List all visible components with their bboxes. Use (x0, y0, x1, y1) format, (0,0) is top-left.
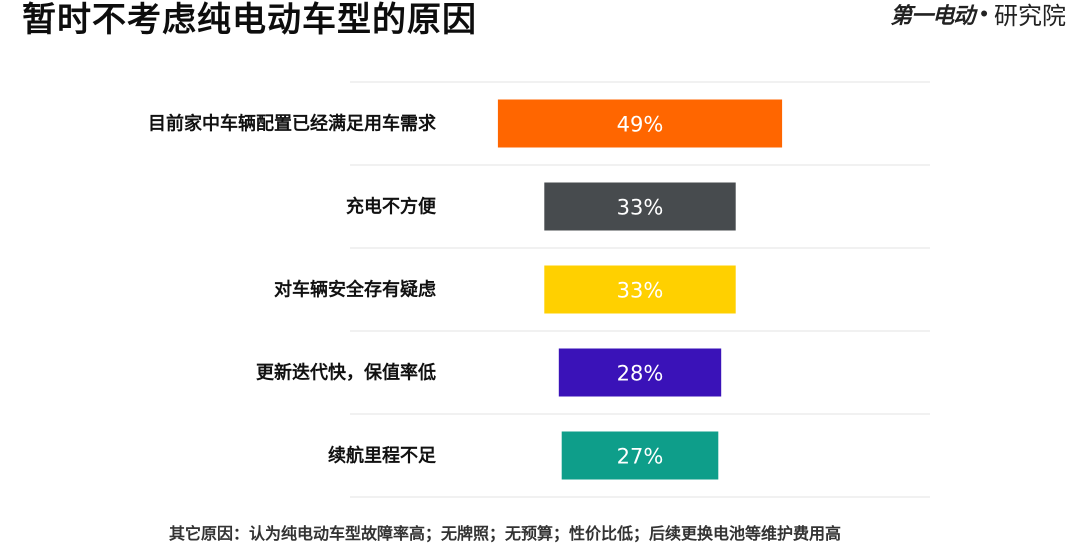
page-title: 暂时不考虑纯电动车型的原因 (22, 0, 477, 40)
value-label: 28% (617, 362, 664, 386)
brand-logo: 第一电动 • 研究院 (890, 0, 1066, 31)
value-label: 33% (617, 279, 664, 303)
value-label: 33% (617, 196, 664, 220)
bar (544, 182, 736, 231)
bar (561, 431, 719, 480)
category-label: 续航里程不足 (328, 445, 436, 467)
brand-name: 研究院 (994, 3, 1066, 30)
footnote: 其它原因：认为纯电动车型故障率高；无牌照；无预算；性价比低；后续更换电池等维护费… (168, 524, 841, 543)
bar (497, 99, 783, 148)
bar (558, 348, 722, 397)
category-label: 目前家中车辆配置已经满足用车需求 (148, 113, 437, 135)
category-label: 充电不方便 (346, 196, 437, 218)
value-label: 27% (617, 445, 664, 469)
brand-separator: • (980, 0, 988, 26)
category-label: 对车辆安全存有疑虑 (274, 279, 436, 301)
category-label: 更新迭代快，保值率低 (256, 362, 436, 384)
value-label: 49% (617, 113, 664, 137)
brand-logo-mark: 第一电动 (890, 2, 975, 28)
bar (544, 265, 736, 314)
